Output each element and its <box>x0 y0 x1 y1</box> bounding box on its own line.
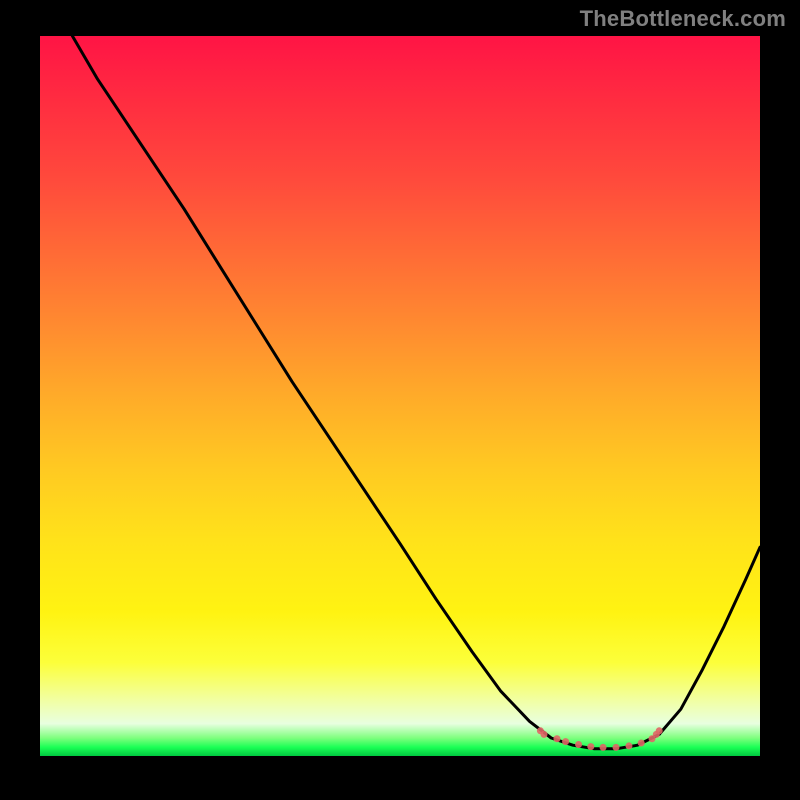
marker-point <box>575 741 582 748</box>
bottleneck-curve <box>72 36 760 749</box>
curve-overlay <box>40 36 760 756</box>
marker-point <box>600 744 607 751</box>
marker-point <box>613 744 620 751</box>
marker-point <box>553 735 560 742</box>
marker-point <box>562 738 569 745</box>
marker-point <box>638 740 645 747</box>
marker-point <box>625 742 632 749</box>
watermark-text: TheBottleneck.com <box>580 6 786 32</box>
marker-point <box>587 743 594 750</box>
marker-point <box>656 727 663 734</box>
plot-area <box>40 36 760 756</box>
marker-point <box>541 731 548 738</box>
chart-root: TheBottleneck.com <box>0 0 800 800</box>
